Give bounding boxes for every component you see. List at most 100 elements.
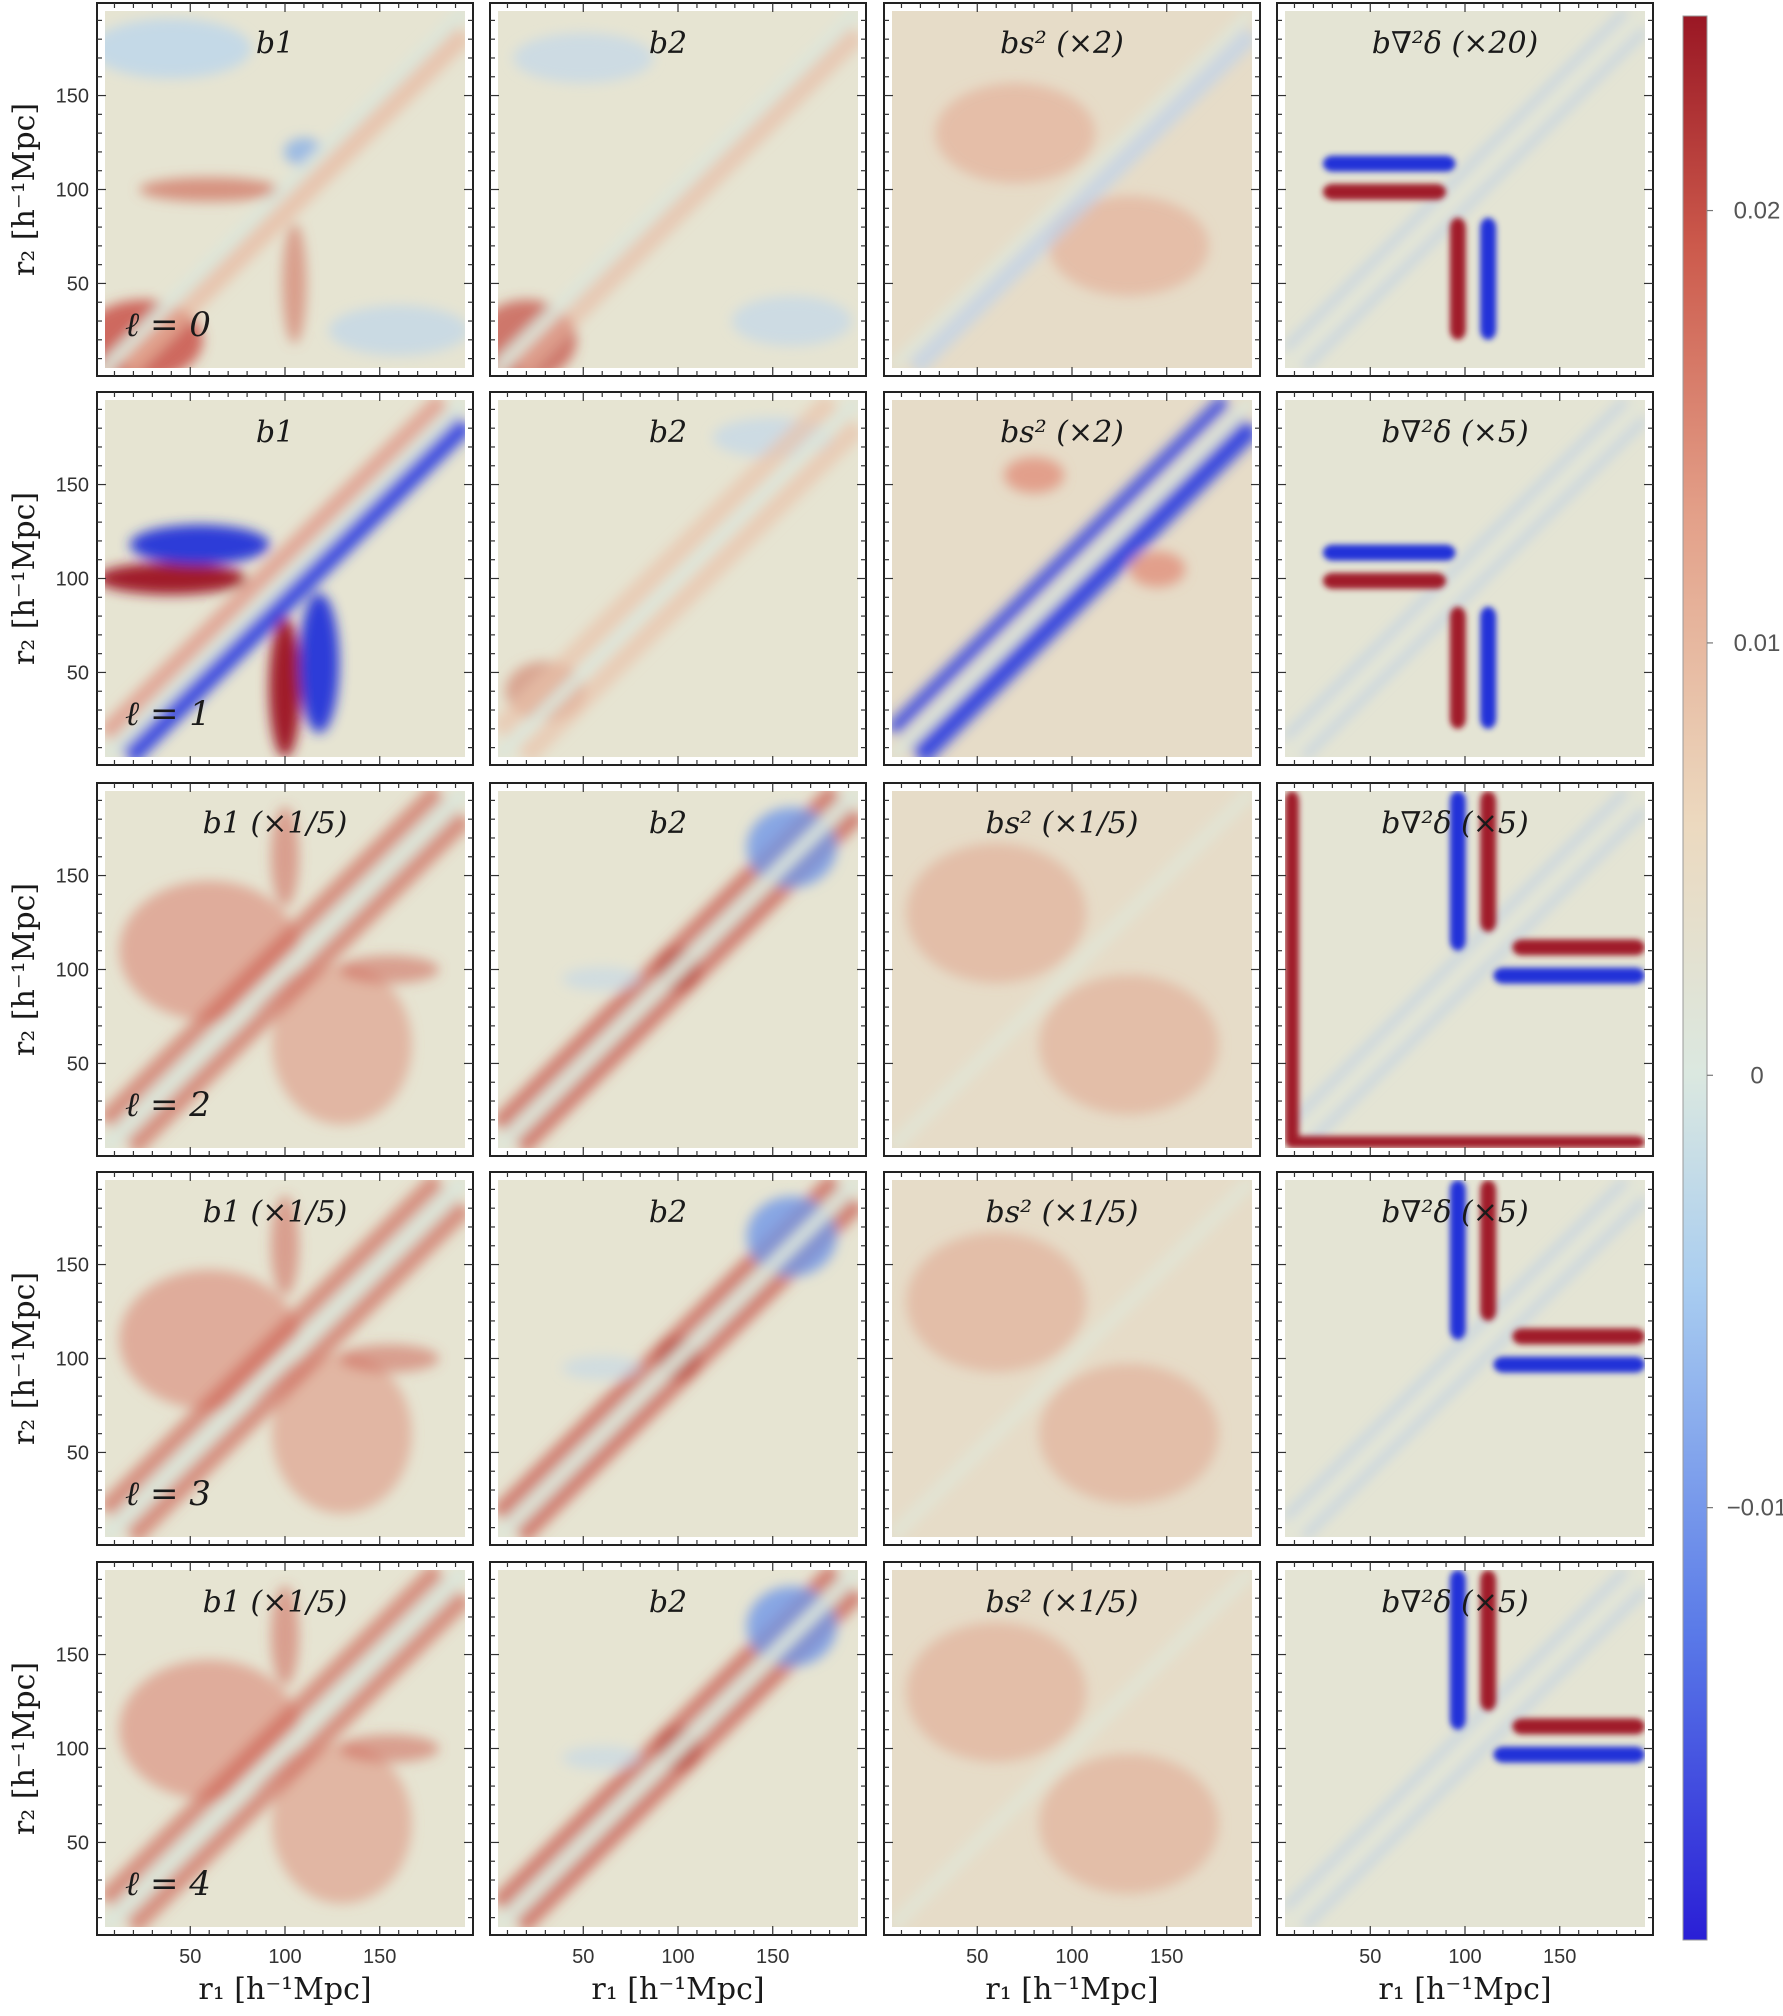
heatmap-texture (1322, 155, 1497, 340)
heatmap-blob (129, 524, 270, 565)
heatmap-area (105, 11, 465, 368)
offdiag-band (1301, 1586, 1645, 1927)
offdiag-band (119, 414, 465, 757)
heatmap-bar (1480, 1570, 1497, 1711)
heatmap-blob (935, 83, 1096, 184)
y-tick-label: 150 (56, 86, 89, 108)
y-axis-label: r₂ [h⁻¹Mpc] (7, 1272, 42, 1445)
heatmap-blob (339, 955, 440, 984)
heatmap-texture (892, 791, 1252, 1148)
heatmap-bar (1512, 1718, 1645, 1735)
heatmap-area (1285, 791, 1645, 1148)
heatmap-area (498, 400, 858, 757)
panel-title: bs² (×1/5) (986, 806, 1139, 841)
multipole-label: ℓ = 1 (125, 694, 211, 734)
heatmap-blob (271, 1353, 412, 1514)
heatmap-bar (1480, 791, 1497, 932)
heatmap-texture (105, 1570, 465, 1927)
heatmap-blob (731, 296, 852, 347)
x-axis-label: r₁ [h⁻¹Mpc] (1378, 1972, 1551, 2007)
x-tick-label: 50 (572, 1946, 594, 1968)
heatmap-blob (1038, 974, 1219, 1115)
heatmap-area (892, 11, 1252, 368)
panel-title: b1 (×1/5) (203, 1195, 348, 1230)
multipole-label: ℓ = 4 (125, 1864, 211, 1904)
offdiag-band (1285, 1570, 1629, 1911)
multipole-label: ℓ = 2 (125, 1085, 211, 1125)
heatmap-bar (1512, 939, 1645, 956)
diagonal-band (498, 791, 858, 1148)
axes-layer: 50 100 150 r₂ [h⁻¹Mpc] 50 100 150 r₂ [h⁻¹Mpc] 50… (7, 3, 1653, 2007)
x-tick-label: 100 (661, 1946, 694, 1968)
heatmap-texture (1449, 1180, 1645, 1373)
x-tick-label: 100 (1055, 1946, 1088, 1968)
heatmap-texture (1285, 791, 1645, 1148)
heatmap-bar (1493, 1746, 1645, 1763)
heatmap-blob (1129, 551, 1186, 588)
offdiag-band (1285, 791, 1629, 1132)
heatmap-bar (1512, 1328, 1645, 1345)
heatmap-area (498, 1180, 858, 1537)
diagonal-band (892, 400, 1252, 757)
panel: b1 (×1/5) ℓ = 3 (96, 1171, 474, 1546)
panel: b2 (489, 2, 867, 377)
multipole-label: ℓ = 3 (125, 1474, 211, 1514)
offdiag-band (105, 400, 449, 741)
panel-title: b1 (×1/5) (203, 1585, 348, 1620)
heatmap-texture (1285, 1180, 1645, 1537)
y-tick-label: 50 (67, 1442, 89, 1464)
offdiag-band (910, 418, 1252, 757)
x-tick-label: 100 (1448, 1946, 1481, 1968)
heatmap-texture (1285, 1570, 1645, 1927)
heatmap-blob (271, 964, 412, 1125)
heatmap-blob (562, 1355, 643, 1380)
heatmap-area (105, 791, 465, 1148)
heatmap-blob (339, 1344, 440, 1373)
heatmap-texture (105, 400, 465, 757)
heatmap-bar (1322, 544, 1456, 561)
heatmap-area (892, 791, 1252, 1148)
heatmap-texture (892, 1570, 1252, 1927)
panel: b∇²δ (×5) (1276, 391, 1654, 766)
diagonal-band (892, 1570, 1252, 1927)
diagonal-band (1285, 1180, 1645, 1537)
heatmap-area (1285, 400, 1645, 757)
heatmap-area (1285, 1180, 1645, 1537)
diagonal-band (105, 11, 465, 368)
heatmap-bar (1480, 217, 1497, 340)
panel-title: b2 (649, 415, 687, 450)
heatmap-texture (1285, 400, 1645, 757)
heatmap-bar (1493, 1356, 1645, 1373)
heatmap-texture (1285, 11, 1645, 368)
panel: b2 (489, 391, 867, 766)
y-axis-label: r₂ [h⁻¹Mpc] (7, 883, 42, 1056)
heatmap-blob (1038, 1363, 1219, 1504)
heatmap-bar (1449, 1570, 1466, 1730)
heatmap-blob (562, 966, 643, 991)
heatmap-bar (1285, 791, 1299, 1148)
heatmap-area (892, 400, 1252, 757)
y-tick-label: 50 (67, 662, 89, 684)
heatmap-texture (892, 400, 1252, 757)
x-axis-label: r₁ [h⁻¹Mpc] (198, 1972, 371, 2007)
offdiag-band (1285, 11, 1629, 352)
panel: b∇²δ (×5) (1276, 1561, 1654, 1936)
heatmap-texture (105, 1180, 465, 1537)
colorbar-frame (1682, 15, 1708, 1941)
heatmap-blob (906, 843, 1087, 984)
heatmap-blob (339, 1734, 440, 1763)
heatmap-blob (105, 18, 252, 79)
offdiag-band (105, 1570, 446, 1908)
diagonal-band (498, 11, 858, 368)
panel: b1 (×1/5) ℓ = 4 (96, 1561, 474, 1936)
offdiag-band (1301, 1196, 1645, 1537)
panel: bs² (×2) (883, 391, 1261, 766)
heatmap-area (892, 1570, 1252, 1927)
offdiag-band (105, 1180, 446, 1518)
panel: b∇²δ (×5) (1276, 1171, 1654, 1546)
offdiag-band (513, 26, 858, 368)
panel-title: b2 (649, 26, 687, 61)
colorbar-tick-label: −0.01 (1727, 1495, 1783, 1522)
diagonal-band (498, 1570, 858, 1927)
